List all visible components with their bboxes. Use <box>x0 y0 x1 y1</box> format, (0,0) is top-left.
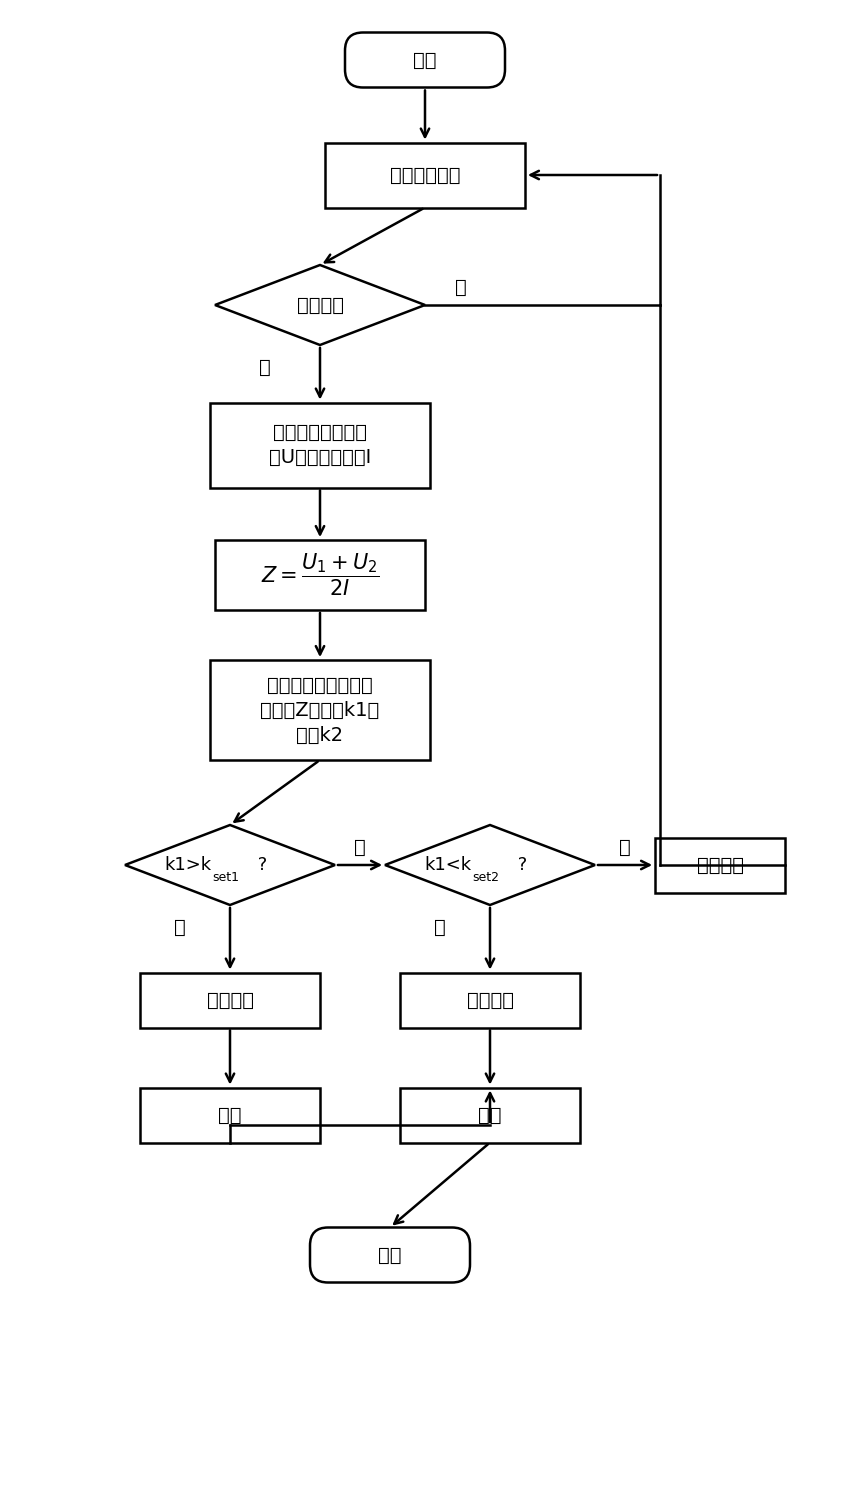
Text: $Z = \dfrac{U_1 + U_2}{2I}$: $Z = \dfrac{U_1 + U_2}{2I}$ <box>260 552 380 597</box>
Text: k1>k: k1>k <box>165 856 212 874</box>
Text: 是: 是 <box>259 358 271 376</box>
Bar <box>140 1088 320 1142</box>
Bar <box>400 1088 580 1142</box>
Bar <box>400 972 580 1028</box>
Text: 是: 是 <box>174 918 186 936</box>
Text: 开始: 开始 <box>414 51 437 69</box>
Text: 否: 否 <box>354 837 366 856</box>
Text: 闭锁: 闭锁 <box>218 1106 242 1124</box>
Text: 否: 否 <box>455 277 466 296</box>
FancyBboxPatch shape <box>345 33 505 87</box>
FancyBboxPatch shape <box>310 1228 470 1282</box>
Text: 计算差动电流: 计算差动电流 <box>390 166 460 185</box>
Text: 励磁涌流: 励磁涌流 <box>207 990 254 1010</box>
Text: 内部故障: 内部故障 <box>466 990 513 1010</box>
Text: 保护启动: 保护启动 <box>296 295 344 315</box>
Polygon shape <box>385 825 595 905</box>
Text: set1: set1 <box>212 871 239 883</box>
Bar <box>325 143 525 208</box>
Text: ?: ? <box>252 856 267 874</box>
Text: 提取一、二次侧电
压U及电流工频量I: 提取一、二次侧电 压U及电流工频量I <box>269 423 371 467</box>
Text: k1<k: k1<k <box>425 856 472 874</box>
Polygon shape <box>125 825 335 905</box>
Text: set2: set2 <box>472 871 499 883</box>
Text: 跳闸: 跳闸 <box>478 1106 502 1124</box>
Text: 正常运行: 正常运行 <box>696 855 744 874</box>
Bar <box>140 972 320 1028</box>
Bar <box>215 540 425 610</box>
Text: ?: ? <box>512 856 528 874</box>
Bar <box>210 661 430 760</box>
Bar <box>655 837 785 892</box>
Text: 否: 否 <box>620 837 631 856</box>
Text: 利用半周傅式算法计
算阻抗Z的方差k1及
均值k2: 利用半周傅式算法计 算阻抗Z的方差k1及 均值k2 <box>260 676 380 745</box>
Text: 是: 是 <box>434 918 446 936</box>
Polygon shape <box>215 265 425 345</box>
Bar <box>210 402 430 488</box>
Text: 结束: 结束 <box>378 1246 402 1264</box>
